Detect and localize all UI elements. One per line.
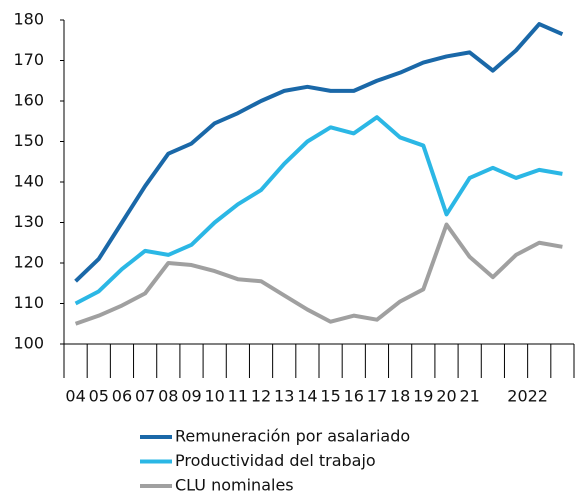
- y-tick-label: 150: [13, 131, 44, 150]
- x-tick-label: 15: [320, 387, 340, 406]
- line-series: [74, 222, 563, 326]
- y-tick-label: 140: [13, 172, 44, 191]
- x-tick-label: 07: [135, 387, 155, 406]
- x-tick-label: 06: [112, 387, 132, 406]
- y-tick-label: 170: [13, 50, 44, 69]
- x-tick-label: 16: [344, 387, 364, 406]
- y-tick-label: 100: [13, 334, 44, 353]
- x-tick-label: 11: [228, 387, 248, 406]
- x-tick-label: 17: [367, 387, 387, 406]
- y-tick-label: 130: [13, 212, 44, 231]
- y-tick-label: 120: [13, 253, 44, 272]
- x-tick-label: 19: [413, 387, 433, 406]
- y-tick-label: 110: [13, 293, 44, 312]
- x-tick-label: 12: [251, 387, 271, 406]
- x-tick-label: 05: [89, 387, 109, 406]
- y-tick-label: 180: [13, 10, 44, 29]
- x-tick-label: 18: [390, 387, 410, 406]
- line-series: [74, 22, 564, 283]
- x-tick-label: 13: [274, 387, 294, 406]
- y-tick-label: 160: [13, 91, 44, 110]
- x-tick-label: 10: [205, 387, 225, 406]
- x-group-label: 2022: [507, 387, 548, 406]
- x-tick-label: 08: [158, 387, 178, 406]
- x-tick-label: 21: [460, 387, 480, 406]
- legend-label: Remuneración por asalariado: [175, 427, 410, 446]
- line-series: [74, 115, 563, 306]
- x-tick-label: 20: [436, 387, 456, 406]
- x-tick-label: 04: [65, 387, 85, 406]
- x-tick-label: 09: [181, 387, 201, 406]
- legend-label: CLU nominales: [175, 476, 294, 495]
- legend-label: Productividad del trabajo: [175, 451, 376, 470]
- x-tick-label: 14: [297, 387, 317, 406]
